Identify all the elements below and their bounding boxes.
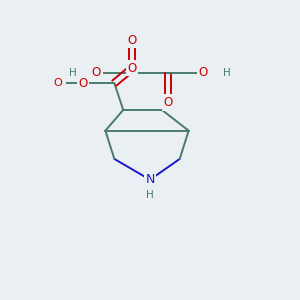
Text: O: O: [92, 66, 101, 79]
Text: H: H: [146, 190, 154, 200]
Text: H: H: [69, 68, 76, 78]
Text: O: O: [53, 78, 62, 88]
Text: O: O: [163, 96, 172, 109]
Text: H: H: [224, 68, 231, 78]
Text: O: O: [79, 76, 88, 90]
Text: O: O: [55, 76, 64, 90]
Text: O: O: [128, 62, 137, 75]
Text: O: O: [199, 66, 208, 79]
Text: O: O: [128, 34, 137, 46]
Text: N: N: [145, 173, 155, 186]
